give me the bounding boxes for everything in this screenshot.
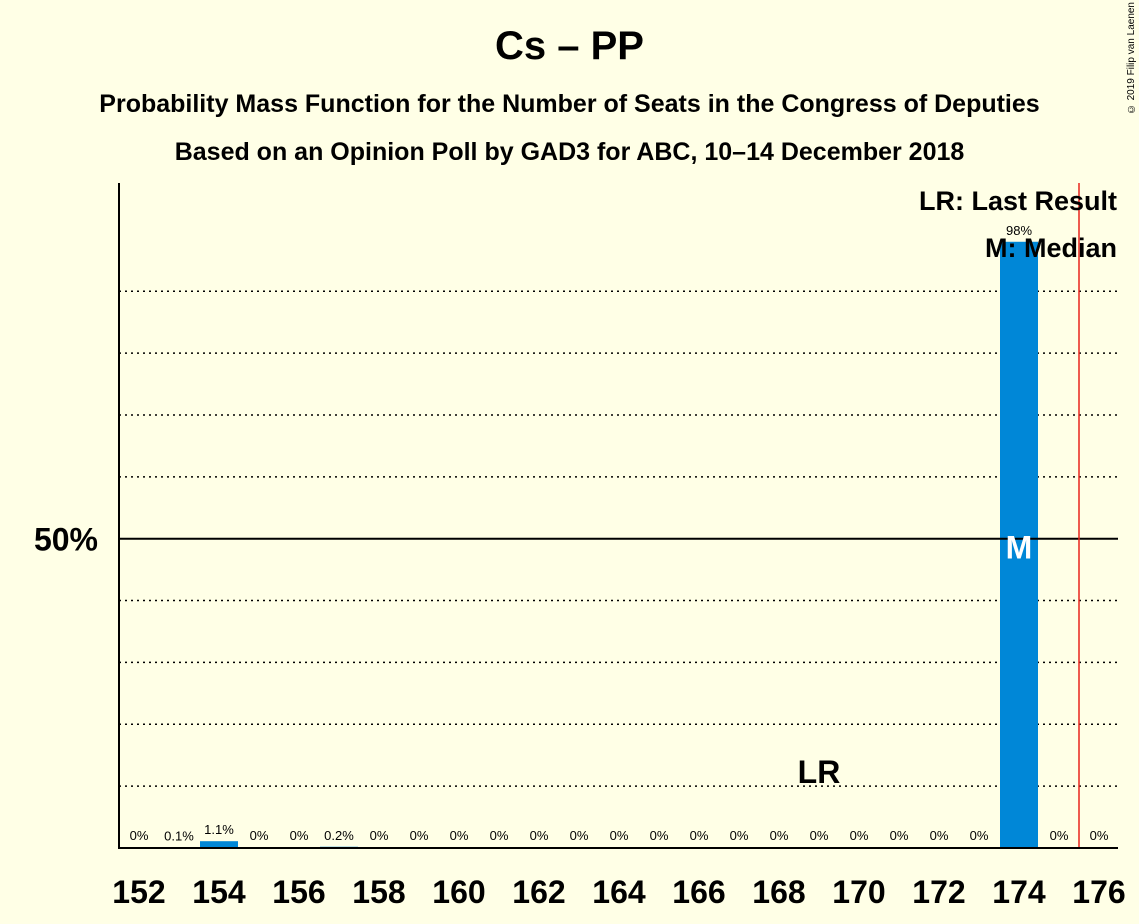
x-tick-label: 152 [112, 874, 165, 910]
x-tick-label: 172 [912, 874, 965, 910]
bar-value-label: 0% [490, 828, 509, 843]
x-tick-label: 156 [272, 874, 325, 910]
chart-title: Cs – PP [495, 24, 644, 68]
bar-value-label: 0.1% [164, 828, 194, 843]
bar-value-label: 0% [370, 828, 389, 843]
bar-value-label: 0% [850, 828, 869, 843]
bar-value-label: 1.1% [204, 822, 234, 837]
bar-value-label: 0% [810, 828, 829, 843]
bar-value-label: 0% [410, 828, 429, 843]
x-tick-label: 166 [672, 874, 725, 910]
x-tick-label: 160 [432, 874, 485, 910]
x-tick-label: 176 [1072, 874, 1125, 910]
y-tick-label: 50% [34, 522, 98, 558]
bar-value-label: 98% [1006, 223, 1032, 238]
last-result-marker: LR [798, 754, 841, 790]
bar-value-label: 0% [930, 828, 949, 843]
bar-value-label: 0% [890, 828, 909, 843]
legend-median: M: Median [985, 233, 1117, 263]
bar-value-label: 0% [1090, 828, 1109, 843]
bar-value-label: 0% [610, 828, 629, 843]
chart-subtitle: Probability Mass Function for the Number… [99, 90, 1040, 118]
bar-value-label: 0% [290, 828, 309, 843]
x-tick-label: 158 [352, 874, 405, 910]
bar-value-label: 0.2% [324, 828, 354, 843]
bar-value-label: 0% [690, 828, 709, 843]
bar-value-label: 0% [770, 828, 789, 843]
bar-value-label: 0% [570, 828, 589, 843]
x-tick-label: 168 [752, 874, 805, 910]
bar-value-label: 0% [450, 828, 469, 843]
bar-value-label: 0% [530, 828, 549, 843]
bar-value-label: 0% [1050, 828, 1069, 843]
bar-value-label: 0% [730, 828, 749, 843]
x-tick-label: 162 [512, 874, 565, 910]
bar-value-label: 0% [970, 828, 989, 843]
x-tick-label: 154 [192, 874, 246, 910]
bar [200, 841, 238, 848]
bar-value-label: 0% [130, 828, 149, 843]
chart-source: Based on an Opinion Poll by GAD3 for ABC… [174, 138, 965, 166]
x-tick-label: 174 [992, 874, 1046, 910]
median-marker: M [1006, 530, 1033, 566]
bar-value-label: 0% [250, 828, 269, 843]
x-tick-label: 164 [592, 874, 646, 910]
legend-last-result: LR: Last Result [919, 186, 1117, 216]
bar-value-label: 0% [650, 828, 669, 843]
bar [1000, 241, 1038, 848]
x-tick-label: 170 [832, 874, 885, 910]
